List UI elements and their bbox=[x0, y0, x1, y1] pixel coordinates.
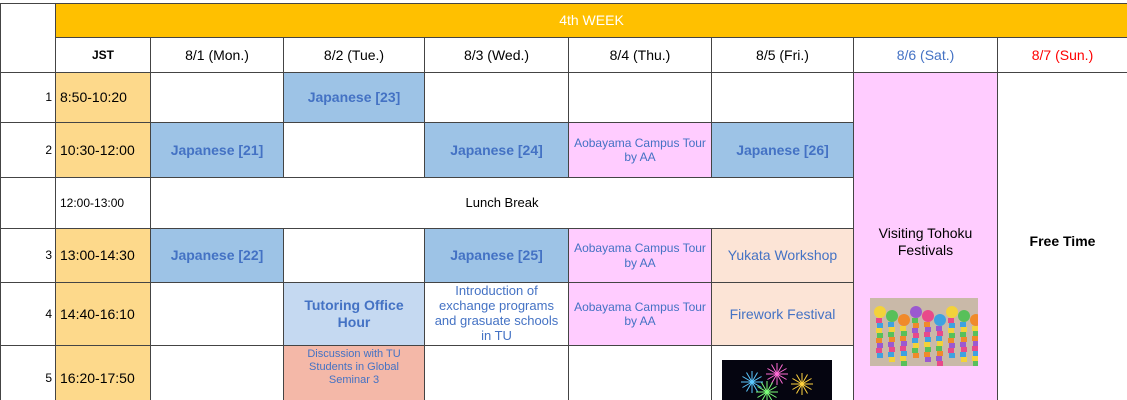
week-title: 4th WEEK bbox=[55, 3, 1127, 38]
event-cell: Japanese [26] bbox=[711, 122, 854, 178]
row-number: 5 bbox=[0, 345, 56, 400]
time-cell: 16:20-17:50 bbox=[55, 345, 151, 400]
event-cell: Introduction of exchange programs and gr… bbox=[424, 282, 569, 346]
empty-cell bbox=[150, 72, 284, 123]
empty-cell bbox=[424, 72, 569, 123]
time-cell: 13:00-14:30 bbox=[55, 228, 151, 283]
row-number: 1 bbox=[0, 72, 56, 123]
column-header: 8/5 (Fri.) bbox=[711, 37, 854, 73]
event-cell: Japanese [22] bbox=[150, 228, 284, 283]
event-cell: Japanese [21] bbox=[150, 122, 284, 178]
corner-cell bbox=[0, 3, 56, 73]
firework-photo bbox=[722, 360, 832, 400]
column-header: 8/3 (Wed.) bbox=[424, 37, 569, 73]
event-cell: Japanese [24] bbox=[424, 122, 569, 178]
empty-cell bbox=[150, 345, 284, 400]
time-cell: 10:30-12:00 bbox=[55, 122, 151, 178]
time-cell: 14:40-16:10 bbox=[55, 282, 151, 346]
empty-cell bbox=[283, 122, 425, 178]
event-cell: Aobayama Campus Tour by AA bbox=[568, 122, 712, 178]
event-cell: Japanese [25] bbox=[424, 228, 569, 283]
column-header: 8/1 (Mon.) bbox=[150, 37, 284, 73]
event-cell: Tutoring Office Hour bbox=[283, 282, 425, 346]
weekend-cell: Free Time bbox=[997, 72, 1127, 400]
empty-cell bbox=[711, 345, 854, 400]
column-header: 8/4 (Thu.) bbox=[568, 37, 712, 73]
event-cell: Firework Festival bbox=[711, 282, 854, 346]
row-number: 3 bbox=[0, 228, 56, 283]
column-header: 8/2 (Tue.) bbox=[283, 37, 425, 73]
event-cell: Japanese [23] bbox=[283, 72, 425, 123]
lunch-cell: Lunch Break bbox=[150, 177, 854, 229]
event-cell: Aobayama Campus Tour by AA bbox=[568, 282, 712, 346]
empty-cell bbox=[283, 228, 425, 283]
empty-cell bbox=[150, 282, 284, 346]
empty-cell bbox=[424, 345, 569, 400]
time-cell: 8:50-10:20 bbox=[55, 72, 151, 123]
empty-cell bbox=[711, 72, 854, 123]
event-cell: Aobayama Campus Tour by AA bbox=[568, 228, 712, 283]
empty-cell bbox=[568, 345, 712, 400]
empty-cell bbox=[0, 177, 56, 229]
event-cell: Yukata Workshop bbox=[711, 228, 854, 283]
row-number: 4 bbox=[0, 282, 56, 346]
column-header: JST bbox=[55, 37, 151, 73]
festival-photo bbox=[870, 298, 978, 366]
column-header: 8/6 (Sat.) bbox=[853, 37, 998, 73]
event-cell: Discussion with TU Students in Global Se… bbox=[283, 345, 425, 400]
row-number: 2 bbox=[0, 122, 56, 178]
empty-cell bbox=[568, 72, 712, 123]
column-header: 8/7 (Sun.) bbox=[997, 37, 1127, 73]
time-cell: 12:00-13:00 bbox=[55, 177, 151, 229]
